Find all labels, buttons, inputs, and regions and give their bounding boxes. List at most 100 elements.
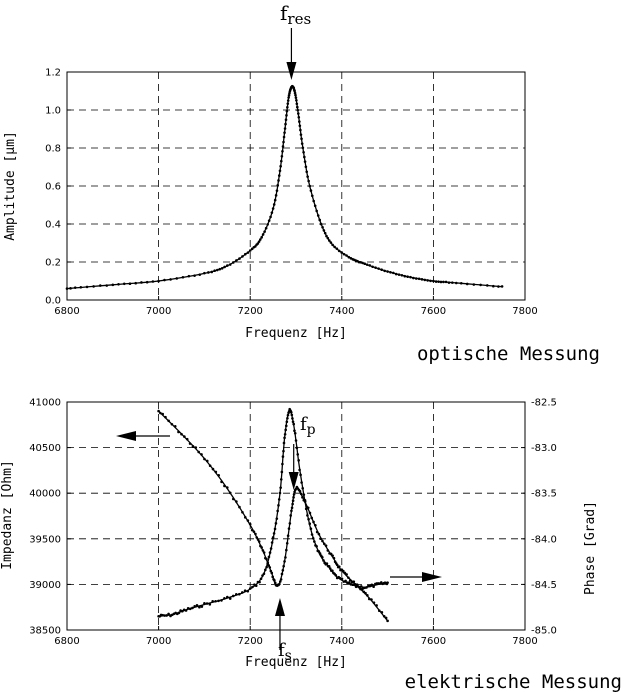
c1-amplitude-point	[215, 268, 219, 272]
c2-impedanz-point	[235, 500, 238, 503]
c2-phase-point	[279, 486, 282, 489]
c2-ytick-label: 41000	[29, 398, 61, 409]
c1-amplitude-point	[296, 108, 300, 112]
c2-xlabel: Frequenz [Hz]	[245, 655, 347, 670]
c1-amplitude-point	[279, 159, 283, 163]
c2-impedanz-point	[205, 459, 209, 463]
c1-amplitude-point	[392, 271, 395, 275]
c2-xtick-label: 7800	[512, 636, 537, 647]
c1-amplitude-point	[497, 285, 500, 288]
c1-amplitude-point	[500, 285, 504, 288]
c1-amplitude-point	[374, 266, 377, 269]
c1-amplitude-point	[269, 215, 272, 219]
c2-impedanz-point	[246, 519, 250, 522]
c2-impedanz-point	[281, 569, 285, 572]
c1-amplitude-point	[298, 124, 302, 128]
c1-amplitude-point	[315, 209, 318, 213]
c1-amplitude-point	[325, 234, 328, 238]
c1-amplitude-point	[294, 93, 297, 97]
c1-amplitude-point	[117, 282, 120, 286]
c2-impedanz-point	[347, 576, 350, 579]
c1-amplitude-point	[246, 251, 250, 254]
c2-impedanz-point	[348, 578, 352, 582]
c2-impedanz-point	[183, 435, 186, 438]
c2-phase-point	[303, 499, 307, 502]
c2-impedanz-point	[366, 594, 369, 597]
c2-phase-point	[286, 413, 290, 417]
c2-impedanz-point	[260, 546, 263, 549]
c1-amplitude-point	[285, 114, 288, 117]
c2-phase-point	[266, 561, 270, 565]
c2-phase-point	[254, 584, 258, 588]
c2-y2tick-label: -84.0	[531, 534, 557, 545]
c2-impedanz-point	[314, 523, 317, 527]
c2-impedanz-point	[290, 506, 294, 510]
c1-amplitude-point	[264, 226, 268, 230]
c1-amplitude-point	[263, 230, 266, 233]
c2-xtick-label: 7200	[237, 636, 262, 647]
c2-phase-point	[251, 585, 254, 589]
c2-phase-point	[165, 614, 168, 617]
c2-phase-point	[205, 602, 209, 605]
c1-amplitude-point	[169, 278, 172, 281]
c1-amplitude-point	[377, 267, 380, 270]
c1-amplitude-point	[296, 112, 300, 115]
c1-amplitude-point	[335, 247, 339, 250]
c2-phase-point	[321, 555, 324, 559]
c1-amplitude-point	[426, 279, 429, 282]
c2-impedanz-point	[262, 551, 266, 554]
c2-impedanz-point	[273, 579, 276, 582]
c1-amplitude-point	[304, 165, 308, 169]
c1-amplitude-point	[295, 105, 299, 109]
c2-phase-point	[365, 586, 368, 589]
c2-impedanz-point	[367, 597, 371, 601]
c2-phase-point	[292, 422, 296, 426]
chart-elektrische-messung: 38500 39000 39500 40000 40500 41000 -85.0 -84.…	[0, 398, 622, 692]
c2-phase-point	[193, 605, 196, 608]
c1-ytick-label: 0.4	[45, 220, 61, 231]
c2-xtick-label: 7000	[146, 636, 171, 647]
c2-phase-point	[344, 579, 347, 583]
c2-phase-point	[284, 428, 287, 432]
c1-amplitude-point	[420, 278, 424, 281]
c1-ytick-label: 0.8	[45, 144, 61, 155]
c1-amplitude-point	[417, 277, 421, 281]
c1-amplitude-point	[303, 160, 307, 163]
c2-phase-point	[259, 577, 263, 581]
c1-amplitude-point	[299, 133, 303, 136]
c2-phase-point	[291, 420, 295, 424]
arrow-right-phase-icon	[390, 572, 442, 582]
c1-amplitude-point	[223, 265, 226, 269]
c2-impedanz-point	[157, 409, 160, 413]
c2-impedanz-point	[285, 548, 288, 552]
c2-phase-point	[269, 547, 273, 550]
c2-phase-point	[231, 594, 235, 598]
c2-impedanz-point	[289, 514, 292, 517]
c1-amplitude-point	[329, 241, 333, 244]
c1-amplitude-point	[301, 146, 305, 150]
c2-phase-point	[285, 420, 289, 424]
c2-phase-point	[284, 424, 288, 428]
c2-impedanz-point	[208, 464, 212, 468]
c2-impedanz-point	[248, 522, 252, 526]
c2-impedanz-point	[364, 591, 367, 595]
c1-amplitude-point	[371, 265, 374, 269]
c1-amplitude-point	[140, 281, 143, 284]
c1-amplitude-point	[193, 274, 196, 277]
c2-impedanz-point	[173, 424, 177, 428]
c2-impedanz-point	[298, 489, 302, 493]
c2-phase-point	[277, 498, 281, 501]
c2-impedanz-point	[284, 556, 287, 559]
c1-amplitude-point	[157, 279, 160, 283]
c1-amplitude-point	[280, 154, 284, 158]
c1-amplitude-point	[258, 238, 262, 241]
c2-phase-point	[299, 473, 302, 477]
c2-impedanz-point	[375, 604, 378, 607]
c1-amplitude-point	[361, 261, 364, 265]
c2-impedanz-point	[322, 542, 326, 546]
c1-amplitude-point	[442, 280, 445, 284]
c2-phase-point	[334, 574, 338, 577]
c2-impedanz-point	[321, 539, 324, 543]
c1-amplitude-point	[163, 278, 166, 282]
c1-amplitude-point	[293, 89, 296, 93]
